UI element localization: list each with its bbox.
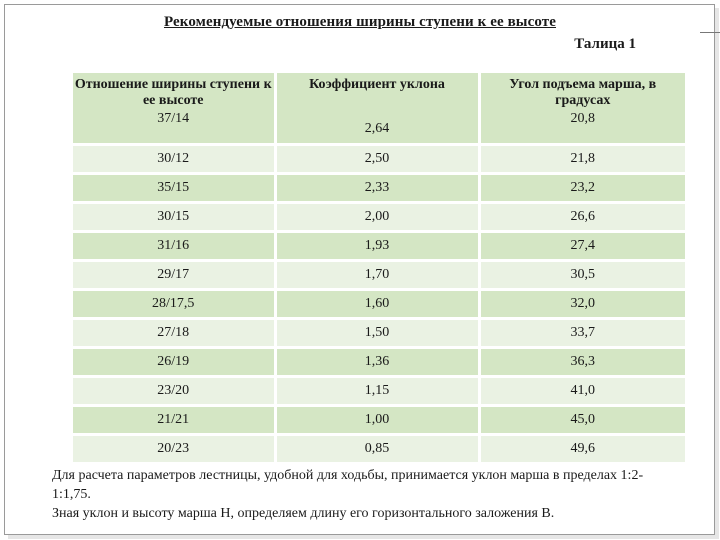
cell-ratio: 27/18: [73, 317, 275, 348]
cell-angle: 27,4: [477, 230, 685, 261]
cell-ratio: 26/19: [73, 346, 275, 377]
cell-slope: 1,93: [273, 230, 479, 261]
cell-angle: 30,5: [477, 259, 685, 290]
cell-angle: 21,8: [477, 143, 685, 174]
cell-slope: 1,60: [273, 288, 479, 319]
cell-slope: 0,85: [273, 433, 479, 462]
cell-slope: 1,70: [273, 259, 479, 290]
cell-angle: 33,7: [477, 317, 685, 348]
header-label: Отношение ширины ступени к ее высоте: [74, 77, 272, 108]
cell-angle: 32,0: [477, 288, 685, 319]
cell-angle: 26,6: [477, 201, 685, 232]
cell-ratio: 23/20: [73, 375, 275, 406]
table-row: 35/15 2,33 23,2: [73, 172, 685, 203]
cell-ratio: 31/16: [73, 230, 275, 261]
cell-angle: 36,3: [477, 346, 685, 377]
table-row: 31/16 1,93 27,4: [73, 230, 685, 261]
cell-ratio: 28/17,5: [73, 288, 275, 319]
cell-angle: 45,0: [477, 404, 685, 435]
header-cell-angle: Угол подъема марша, в градусах 20,8: [477, 73, 685, 146]
table-row: 29/17 1,70 30,5: [73, 259, 685, 290]
cell-ratio: 35/15: [73, 172, 275, 203]
cell-slope: 2,33: [273, 172, 479, 203]
page-title: Рекомендуемые отношения ширины ступени к…: [163, 14, 557, 30]
cell-ratio: 20/23: [73, 433, 275, 462]
table-row: 21/21 1,00 45,0: [73, 404, 685, 435]
table-row: 28/17,5 1,60 32,0: [73, 288, 685, 319]
cell-slope: 2,00: [273, 201, 479, 232]
table-row: 26/19 1,36 36,3: [73, 346, 685, 377]
header-label: Угол подъема марша, в градусах: [509, 77, 657, 108]
cell-ratio: 21/21: [73, 404, 275, 435]
note-paragraph: Зная уклон и высоту марша Н, определяем …: [52, 506, 555, 521]
explanatory-note: Для расчета параметров лестницы, удобной…: [40, 466, 680, 523]
header-first-value: 37/14: [157, 111, 190, 126]
cell-angle: 23,2: [477, 172, 685, 203]
table-caption: Талица 1: [574, 36, 636, 52]
header-label: Коэффициент уклона: [309, 77, 445, 92]
table-row: 30/12 2,50 21,8: [73, 143, 685, 174]
cell-ratio: 30/15: [73, 201, 275, 232]
note-paragraph: Для расчета параметров лестницы, удобной…: [52, 468, 644, 502]
header-first-value: 2,64: [364, 121, 390, 136]
cell-slope: 1,00: [273, 404, 479, 435]
header-cell-slope: Коэффициент уклона 2,64: [273, 73, 479, 146]
stair-ratio-table: Отношение ширины ступени к ее высоте 37/…: [73, 73, 685, 462]
cell-ratio: 30/12: [73, 143, 275, 174]
cell-slope: 1,50: [273, 317, 479, 348]
header-first-value: 20,8: [570, 111, 596, 126]
cell-angle: 41,0: [477, 375, 685, 406]
table-row: 30/15 2,00 26,6: [73, 201, 685, 232]
cell-slope: 1,15: [273, 375, 479, 406]
header-cell-ratio: Отношение ширины ступени к ее высоте 37/…: [73, 73, 275, 146]
table-header-row: Отношение ширины ступени к ее высоте 37/…: [73, 73, 685, 146]
table-row: 23/20 1,15 41,0: [73, 375, 685, 406]
decorative-rule: [700, 32, 720, 33]
cell-angle: 49,6: [477, 433, 685, 462]
table-row: 27/18 1,50 33,7: [73, 317, 685, 348]
cell-ratio: 29/17: [73, 259, 275, 290]
cell-slope: 1,36: [273, 346, 479, 377]
table-row: 20/23 0,85 49,6: [73, 433, 685, 462]
cell-slope: 2,50: [273, 143, 479, 174]
